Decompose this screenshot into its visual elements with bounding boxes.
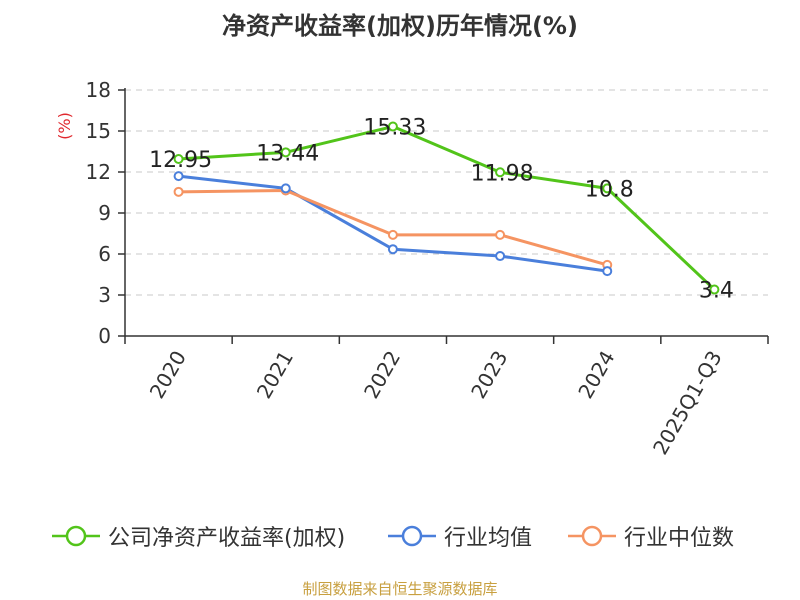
series-point-1 (602, 266, 613, 277)
y-tick-label: 3 (98, 283, 111, 307)
chart-title: 净资产收益率(加权)历年情况(%) (222, 12, 578, 40)
x-tick-label: 2023 (466, 347, 512, 403)
y-tick-label: 15 (86, 119, 111, 143)
legend-item-company[interactable]: 公司净资产收益率(加权) (52, 518, 345, 554)
legend-label-company: 公司净资产收益率(加权) (108, 526, 346, 551)
series-point-2 (173, 186, 184, 197)
y-tick-label: 0 (98, 324, 111, 348)
y-tick-label: 12 (86, 160, 111, 184)
legend-marker-industry-median (568, 525, 616, 547)
legend-marker-industry-mean (388, 525, 436, 547)
data-label: 12.95 (149, 148, 212, 173)
series-point-0 (173, 154, 184, 165)
x-tick-label: 2022 (359, 347, 405, 403)
series-point-0 (280, 147, 291, 158)
legend-item-industry-median[interactable]: 行业中位数 (568, 518, 734, 554)
series-point-1 (280, 183, 291, 194)
series-point-0 (709, 284, 720, 295)
legend-label-industry-median: 行业中位数 (624, 526, 735, 551)
legend: 公司净资产收益率(加权) 行业均值 行业中位数 (0, 518, 800, 558)
legend-label-industry-mean: 行业均值 (444, 526, 533, 551)
y-axis-unit-label: (%) (55, 112, 74, 140)
series-point-2 (387, 229, 398, 240)
series-point-2 (495, 229, 506, 240)
series-point-1 (387, 244, 398, 255)
y-tick-label: 9 (98, 201, 111, 225)
series-point-0 (387, 121, 398, 132)
series-point-1 (495, 251, 506, 262)
series-point-0 (495, 167, 506, 178)
series-point-0 (602, 183, 613, 194)
data-label: 13.44 (256, 141, 319, 166)
data-label: 3.4 (699, 279, 734, 304)
series-point-1 (173, 171, 184, 182)
data-label: 15.33 (363, 115, 426, 140)
y-tick-label: 6 (98, 242, 111, 266)
x-tick-label: 2024 (573, 347, 619, 403)
y-tick-label: 18 (86, 78, 111, 102)
x-tick-label: 2021 (252, 347, 298, 403)
data-source-note: 制图数据来自恒生聚源数据库 (302, 580, 498, 598)
x-tick-label: 2025Q1-Q3 (648, 347, 727, 459)
data-label: 11.98 (471, 161, 534, 186)
series-line-0 (178, 124, 716, 291)
line-chart: 0 3 6 9 12 15 18 (%) 2020 2021 2022 2023 2024 2025Q1-… (55, 78, 769, 459)
data-label: 10.8 (585, 177, 634, 202)
legend-marker-company (52, 525, 100, 547)
x-tick-label: 2020 (145, 347, 191, 403)
legend-item-industry-mean[interactable]: 行业均值 (388, 518, 532, 554)
